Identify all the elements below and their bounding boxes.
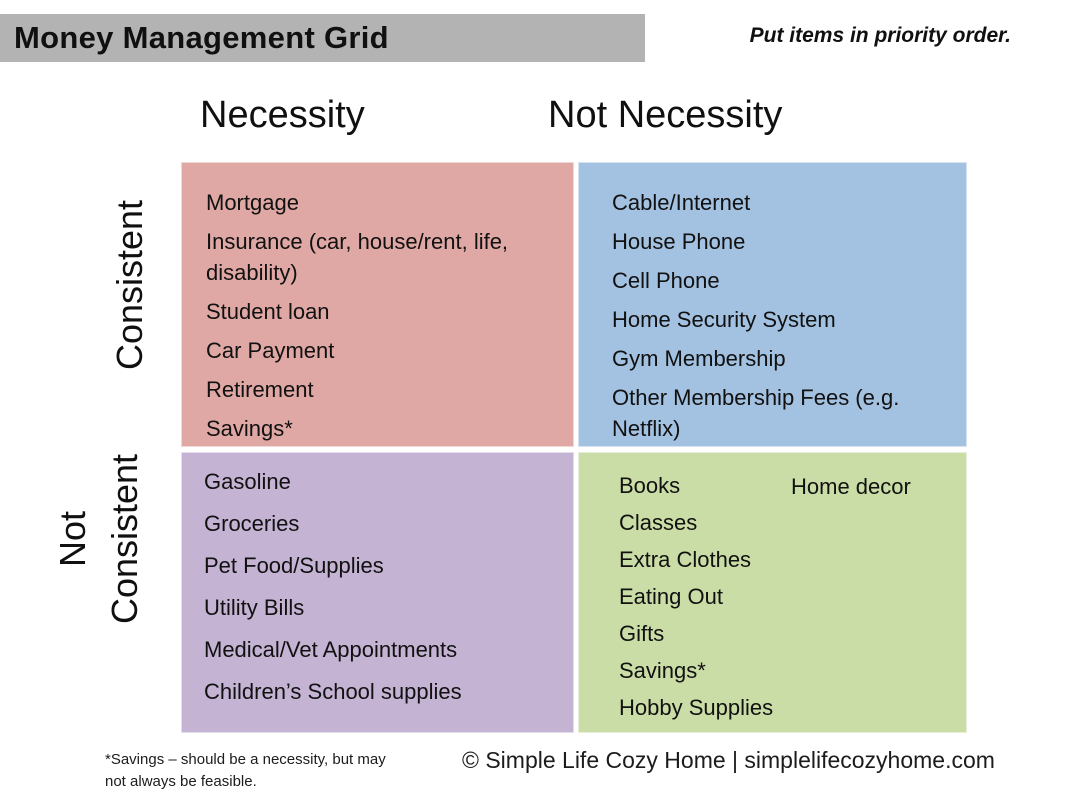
column-header-not-necessity: Not Necessity: [548, 94, 783, 136]
list-item: House Phone: [612, 229, 746, 254]
savings-footnote: *Savings – should be a necessity, but ma…: [105, 749, 386, 793]
row-label-not-consistent-line1: Not: [52, 510, 93, 568]
list-item: Pet Food/Supplies: [204, 553, 384, 578]
list-item: Gasoline: [204, 469, 291, 494]
list-item: Children’s School supplies: [204, 679, 462, 704]
quadrant-not-consistent-not-necessity: Home decor Books Classes Extra Clothes Eati…: [578, 452, 967, 733]
quadrant-not-consistent-necessity: Gasoline Groceries Pet Food/Supplies Utilit…: [181, 452, 574, 733]
list-item: Groceries: [204, 511, 300, 536]
list-item: Savings*: [619, 658, 706, 683]
savings-footnote-line1: *Savings – should be a necessity, but ma…: [105, 751, 386, 768]
list-item: Medical/Vet Appointments: [204, 637, 458, 662]
list-item: Cable/Internet: [612, 190, 751, 215]
savings-footnote-line2: not always be feasible.: [105, 773, 257, 790]
row-label-consistent: Consistent: [109, 199, 150, 371]
list-item: Books: [619, 473, 681, 498]
title-bar: Money Management Grid: [0, 14, 645, 62]
list-item: Cell Phone: [612, 268, 720, 293]
list-item: Extra Clothes: [619, 547, 752, 572]
list-item: Savings*: [206, 416, 293, 441]
list-item: Gifts: [619, 621, 665, 646]
quadrant-item-list: Books Classes Extra Clothes Eating Out Gifts…: [619, 470, 952, 723]
list-item: Insurance (car, house/rent, life, disabi…: [206, 229, 509, 285]
page-title: Money Management Grid: [14, 20, 389, 55]
list-item: Retirement: [206, 377, 314, 402]
priority-instruction: Put items in priority order.: [749, 24, 1011, 47]
row-label-not-consistent: Not Consistent: [47, 434, 151, 644]
copyright-attribution: © Simple Life Cozy Home | simplelifecozy…: [462, 747, 995, 773]
list-item: Classes: [619, 510, 698, 535]
list-item: Other Membership Fees (e.g. Netflix): [612, 385, 900, 441]
quadrant-grid: Mortgage Insurance (car, house/rent, life…: [181, 162, 967, 733]
quadrant-consistent-not-necessity: Cable/Internet House Phone Cell Phone Home …: [578, 162, 967, 447]
column-header-necessity: Necessity: [200, 94, 365, 136]
list-item: Mortgage: [206, 190, 299, 215]
list-item: Utility Bills: [204, 595, 305, 620]
list-item: Student loan: [206, 299, 330, 324]
list-item: Home Security System: [612, 307, 836, 332]
quadrant-consistent-necessity: Mortgage Insurance (car, house/rent, life…: [181, 162, 574, 447]
list-item-home-decor: Home decor: [791, 474, 911, 499]
list-item: Car Payment: [206, 338, 335, 363]
list-item: Hobby Supplies: [619, 695, 774, 720]
list-item: Gym Membership: [612, 346, 786, 371]
row-label-not-consistent-line2: Consistent: [104, 453, 145, 625]
list-item: Eating Out: [619, 584, 723, 609]
